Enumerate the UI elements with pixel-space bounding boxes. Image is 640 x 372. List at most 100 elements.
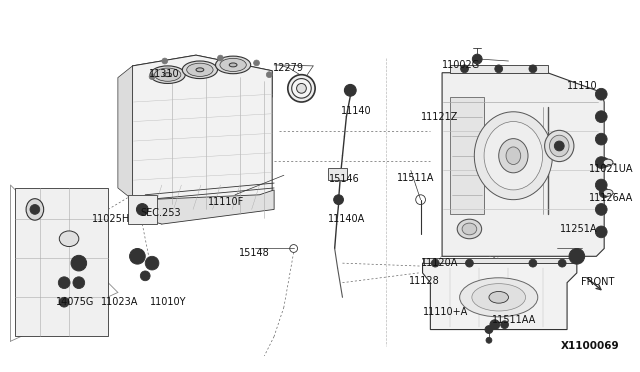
- Ellipse shape: [550, 135, 569, 157]
- Ellipse shape: [150, 66, 185, 83]
- Circle shape: [595, 88, 607, 100]
- Circle shape: [461, 65, 468, 73]
- Text: X1100069: X1100069: [561, 341, 620, 351]
- Text: 11120A: 11120A: [420, 258, 458, 268]
- Polygon shape: [132, 66, 162, 224]
- Ellipse shape: [489, 292, 509, 303]
- Circle shape: [465, 259, 474, 267]
- Text: 15148: 15148: [239, 248, 269, 259]
- Circle shape: [431, 259, 439, 267]
- Circle shape: [145, 256, 159, 270]
- Polygon shape: [118, 66, 132, 200]
- Circle shape: [595, 226, 607, 238]
- Polygon shape: [422, 263, 577, 330]
- Ellipse shape: [499, 139, 528, 173]
- Ellipse shape: [604, 159, 613, 166]
- Ellipse shape: [26, 199, 44, 220]
- Circle shape: [333, 195, 344, 205]
- Text: 11002G: 11002G: [442, 60, 481, 70]
- Circle shape: [472, 54, 482, 64]
- Circle shape: [595, 133, 607, 145]
- Bar: [450, 97, 484, 214]
- Ellipse shape: [457, 219, 482, 239]
- Text: 15146: 15146: [329, 174, 360, 184]
- Circle shape: [253, 60, 259, 66]
- Circle shape: [500, 321, 509, 328]
- Ellipse shape: [288, 75, 315, 102]
- Text: 11110: 11110: [567, 80, 598, 90]
- Circle shape: [595, 111, 607, 122]
- Circle shape: [595, 203, 607, 215]
- Text: 11110+A: 11110+A: [422, 307, 468, 317]
- Circle shape: [495, 65, 502, 73]
- Circle shape: [218, 55, 223, 61]
- Circle shape: [60, 297, 69, 307]
- Ellipse shape: [154, 68, 181, 81]
- Polygon shape: [145, 190, 274, 224]
- Ellipse shape: [484, 122, 543, 190]
- Ellipse shape: [229, 63, 237, 67]
- Polygon shape: [442, 73, 604, 256]
- Circle shape: [346, 86, 354, 94]
- Text: 11310: 11310: [149, 69, 180, 79]
- Circle shape: [71, 255, 86, 271]
- Circle shape: [599, 188, 609, 198]
- Text: 11140A: 11140A: [328, 214, 365, 224]
- Circle shape: [490, 320, 500, 330]
- Ellipse shape: [472, 284, 525, 311]
- Ellipse shape: [474, 112, 552, 200]
- Ellipse shape: [187, 63, 213, 76]
- Ellipse shape: [296, 83, 307, 93]
- Circle shape: [73, 277, 84, 289]
- Circle shape: [58, 277, 70, 289]
- Circle shape: [554, 141, 564, 151]
- Ellipse shape: [506, 147, 521, 164]
- Bar: [127, 195, 157, 224]
- Ellipse shape: [60, 231, 79, 247]
- Text: 11023A: 11023A: [101, 297, 139, 307]
- Text: 12279: 12279: [273, 63, 304, 73]
- Text: 11511A: 11511A: [397, 173, 435, 183]
- Circle shape: [529, 259, 537, 267]
- Circle shape: [569, 248, 585, 264]
- Text: SEC.253: SEC.253: [140, 208, 181, 218]
- Circle shape: [595, 157, 607, 169]
- Circle shape: [149, 74, 155, 80]
- Circle shape: [162, 58, 168, 64]
- Circle shape: [486, 337, 492, 343]
- Circle shape: [129, 248, 145, 264]
- Ellipse shape: [216, 56, 251, 74]
- Text: 11110F: 11110F: [208, 197, 244, 207]
- Polygon shape: [132, 55, 272, 97]
- Ellipse shape: [462, 223, 477, 235]
- Circle shape: [485, 326, 493, 333]
- Circle shape: [266, 72, 272, 78]
- Text: 11251A: 11251A: [560, 224, 598, 234]
- Circle shape: [344, 84, 356, 96]
- Ellipse shape: [196, 68, 204, 72]
- Circle shape: [529, 65, 537, 73]
- Text: 11010Y: 11010Y: [150, 297, 187, 307]
- Text: 14075G: 14075G: [56, 297, 95, 307]
- Text: 11025H: 11025H: [92, 214, 130, 224]
- Circle shape: [140, 271, 150, 281]
- Polygon shape: [422, 258, 577, 263]
- Ellipse shape: [604, 189, 613, 196]
- Text: FRONT: FRONT: [580, 277, 614, 287]
- Circle shape: [136, 203, 148, 215]
- Ellipse shape: [460, 278, 538, 317]
- Ellipse shape: [292, 78, 311, 98]
- Ellipse shape: [545, 130, 574, 161]
- Text: 11126AA: 11126AA: [589, 193, 633, 203]
- Ellipse shape: [182, 61, 218, 78]
- Text: 11511AA: 11511AA: [492, 315, 536, 325]
- Polygon shape: [450, 65, 548, 73]
- Bar: [328, 169, 348, 180]
- Text: 11021UA: 11021UA: [589, 164, 633, 174]
- Text: 11140: 11140: [340, 106, 371, 116]
- Circle shape: [558, 259, 566, 267]
- Circle shape: [599, 158, 609, 167]
- Circle shape: [30, 205, 40, 214]
- Ellipse shape: [164, 73, 172, 77]
- Ellipse shape: [220, 58, 246, 71]
